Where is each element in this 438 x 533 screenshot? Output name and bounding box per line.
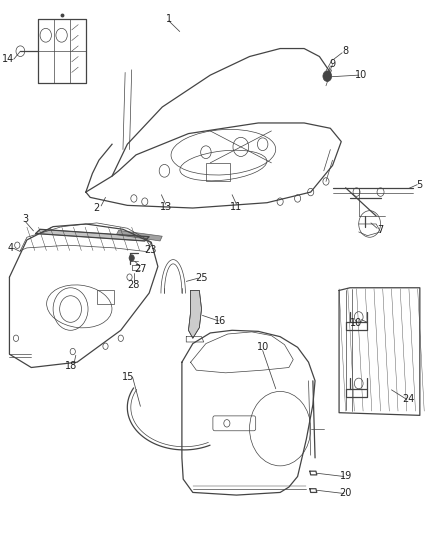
Circle shape: [129, 255, 134, 261]
Text: 15: 15: [123, 372, 135, 382]
Text: 7: 7: [378, 225, 384, 236]
Text: 20: 20: [339, 489, 352, 498]
Text: 18: 18: [65, 361, 78, 371]
Text: 10: 10: [350, 318, 363, 328]
Text: 14: 14: [3, 54, 15, 64]
Bar: [206, 163, 230, 181]
Circle shape: [323, 71, 332, 82]
Polygon shape: [117, 230, 162, 241]
Text: 9: 9: [329, 60, 336, 69]
Text: 1: 1: [166, 14, 172, 24]
Text: 10: 10: [355, 70, 367, 80]
Text: 16: 16: [214, 316, 226, 326]
Text: 27: 27: [134, 264, 147, 273]
Text: 28: 28: [128, 280, 140, 290]
Text: 2: 2: [93, 203, 99, 213]
Text: 3: 3: [22, 214, 28, 224]
Text: 19: 19: [339, 472, 352, 481]
Bar: [97, 290, 114, 304]
Polygon shape: [35, 229, 149, 241]
Text: 25: 25: [195, 273, 208, 283]
Text: 11: 11: [230, 203, 243, 213]
Polygon shape: [188, 290, 201, 338]
Text: 4: 4: [7, 244, 14, 253]
Text: 13: 13: [159, 203, 172, 213]
Text: 5: 5: [416, 180, 422, 190]
Text: 23: 23: [144, 245, 157, 255]
Text: 10: 10: [257, 342, 269, 352]
Text: 24: 24: [403, 394, 415, 405]
Text: 8: 8: [343, 46, 349, 56]
